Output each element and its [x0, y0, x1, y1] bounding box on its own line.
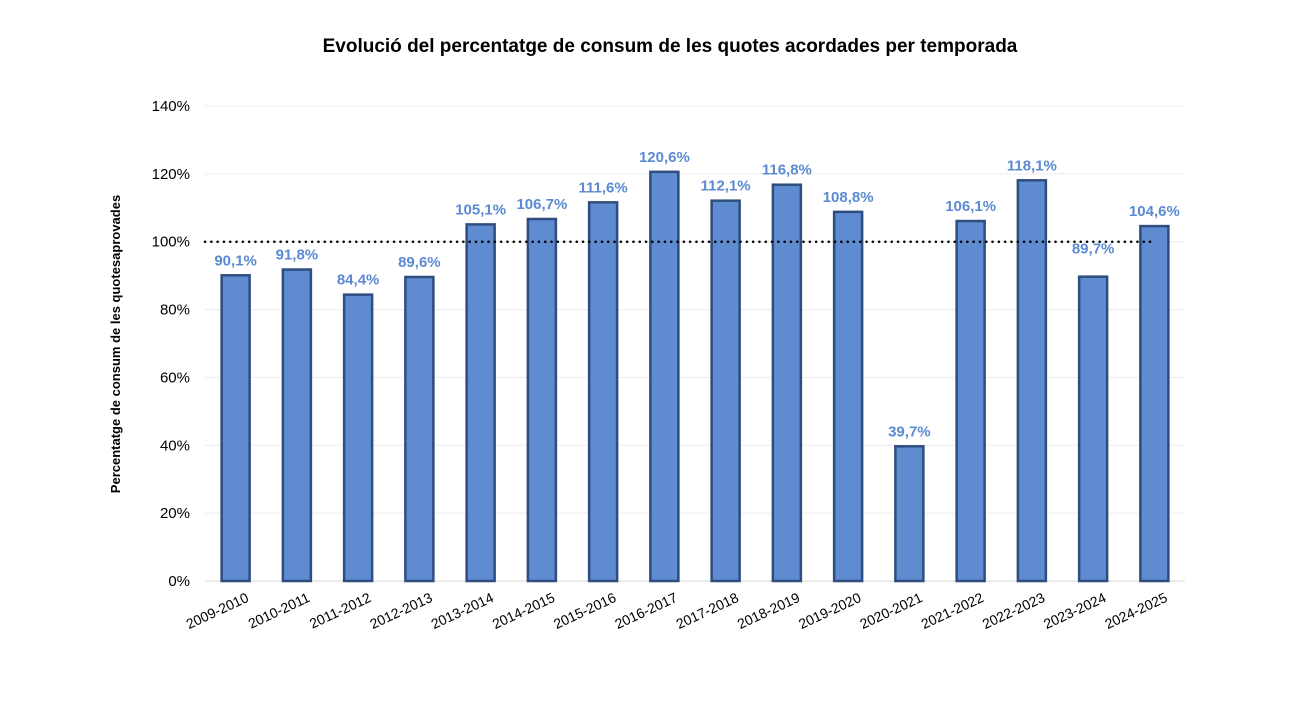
y-tick-label: 20%: [160, 505, 190, 522]
bar-2011-2012: [342, 293, 374, 583]
x-tick-label: 2017-2018: [673, 589, 741, 632]
data-label: 108,8%: [823, 189, 874, 206]
x-tick-label: 2024-2025: [1102, 589, 1170, 632]
bar-2019-2020: [832, 210, 864, 583]
data-label: 106,1%: [945, 198, 996, 215]
x-tick-label: 2022-2023: [980, 589, 1048, 632]
x-tick-label: 2014-2015: [490, 589, 558, 632]
x-tick-label: 2010-2011: [246, 589, 313, 631]
chart-title: Evolució del percentatge de consum de le…: [323, 36, 1018, 57]
data-label: 106,7%: [516, 196, 567, 213]
data-label: 105,1%: [455, 201, 506, 218]
y-tick-label: 120%: [152, 166, 190, 183]
bar-2014-2015: [526, 217, 558, 583]
data-label: 120,6%: [639, 149, 690, 166]
x-tick-label: 2011-2012: [307, 589, 374, 631]
data-label: 39,7%: [888, 423, 931, 440]
bar-2023-2024: [1077, 275, 1109, 583]
data-label: 116,8%: [762, 162, 812, 179]
y-tick-label: 60%: [160, 369, 190, 386]
bar-2015-2016: [587, 201, 619, 583]
bar-2009-2010: [220, 274, 251, 583]
x-tick-label: 2018-2019: [735, 589, 803, 632]
x-tick-label: 2009-2010: [183, 589, 251, 632]
x-tick-label: 2020-2021: [857, 589, 925, 632]
bar-2016-2017: [649, 170, 680, 583]
x-tick-label: 2016-2017: [612, 589, 680, 632]
data-label: 90,1%: [214, 252, 257, 269]
data-label: 118,1%: [1007, 157, 1057, 174]
x-tick-label: 2021-2022: [918, 589, 986, 632]
x-tick-label: 2019-2020: [796, 589, 864, 632]
bar-2013-2014: [465, 223, 496, 583]
data-label: 89,6%: [398, 254, 441, 271]
x-tick-label: 2015-2016: [551, 589, 619, 632]
data-label: 112,1%: [701, 178, 751, 195]
x-tick-label: 2012-2013: [367, 589, 435, 632]
y-axis-label: Percentatge de consum de les quotesaprov…: [108, 195, 123, 493]
x-tick-label: 2023-2024: [1041, 589, 1109, 632]
y-tick-label: 140%: [152, 98, 190, 115]
bar-2024-2025: [1139, 224, 1170, 583]
data-label: 91,8%: [276, 247, 319, 264]
bar-2020-2021: [894, 445, 925, 583]
bar-2017-2018: [710, 199, 741, 583]
y-tick-label: 100%: [152, 234, 190, 251]
bar-2012-2013: [404, 275, 435, 583]
y-tick-label: 0%: [168, 573, 190, 590]
data-label: 84,4%: [337, 272, 380, 289]
y-tick-label: 80%: [160, 302, 190, 319]
y-tick-label: 40%: [160, 437, 190, 454]
bar-2022-2023: [1016, 179, 1048, 583]
data-label: 104,6%: [1129, 203, 1180, 220]
bar-2021-2022: [955, 219, 986, 583]
x-tick-label: 2013-2014: [428, 589, 496, 632]
bar-2010-2011: [281, 268, 313, 583]
bar-2018-2019: [771, 183, 803, 583]
data-label: 89,7%: [1072, 241, 1115, 258]
data-label: 111,6%: [579, 179, 628, 196]
